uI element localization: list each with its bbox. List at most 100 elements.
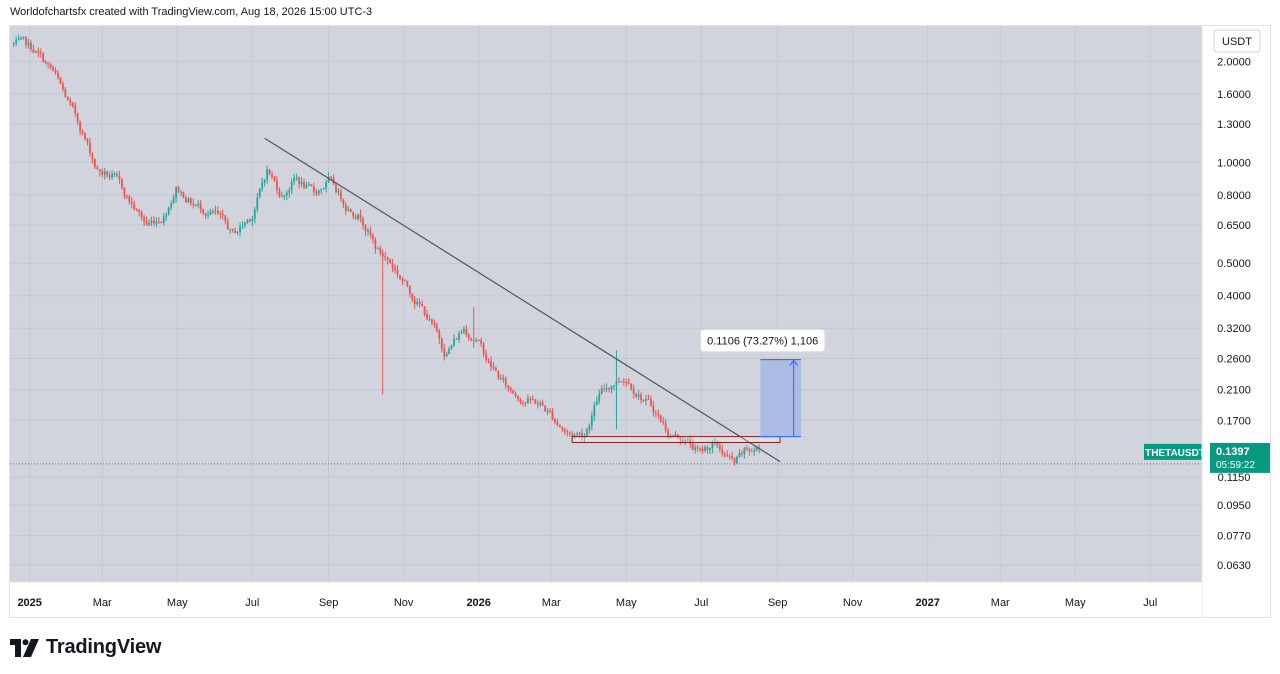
candle-body <box>96 166 99 170</box>
candle-body <box>753 450 756 452</box>
candle <box>207 210 209 219</box>
candle-body <box>522 402 524 404</box>
candle <box>736 455 738 465</box>
candle <box>512 389 515 394</box>
candle <box>391 259 394 273</box>
candle <box>558 424 561 428</box>
candle <box>160 221 163 224</box>
candle <box>418 298 421 308</box>
candle-body <box>362 218 364 226</box>
candle-body <box>750 451 753 453</box>
candle-body <box>280 196 283 198</box>
chart-area[interactable]: 0.1106 (73.27%) 1,106 THETAUSDT 2.0000 1.6… <box>9 25 1271 618</box>
time-tick-label: Jul <box>1143 597 1157 609</box>
candle-body <box>216 210 219 214</box>
candle-body <box>507 385 510 388</box>
candle-body <box>598 393 601 402</box>
candle <box>303 178 305 190</box>
candle <box>135 207 138 212</box>
candle <box>568 431 571 437</box>
candle <box>138 209 141 217</box>
candle <box>367 228 369 236</box>
candle <box>118 171 121 184</box>
candle <box>96 164 99 170</box>
tradingview-logo[interactable]: TradingView <box>10 636 161 659</box>
candle <box>453 334 455 347</box>
candle <box>531 395 534 401</box>
candle-body <box>490 360 492 367</box>
price-tick-label: 0.0950 <box>1217 500 1251 512</box>
candle-body <box>71 102 74 106</box>
candle <box>625 379 628 387</box>
candle-body <box>649 399 652 406</box>
candle <box>416 298 419 306</box>
candle-body <box>667 430 670 437</box>
tradingview-logo-icon <box>10 638 39 657</box>
candle <box>556 418 559 427</box>
candle <box>721 444 724 457</box>
candle-body <box>465 328 468 335</box>
candle <box>738 449 741 458</box>
candle-body <box>561 427 564 430</box>
candle-body <box>325 182 328 189</box>
candle-body <box>84 133 86 140</box>
candle-body <box>694 447 697 450</box>
candle-body <box>354 216 357 220</box>
candle <box>522 400 524 407</box>
candle <box>477 339 480 342</box>
candle <box>731 451 733 461</box>
plot-background <box>10 26 1202 582</box>
candle-body <box>625 382 628 384</box>
candle-body <box>613 385 615 387</box>
candle-body <box>229 228 232 230</box>
candle <box>185 195 187 203</box>
candle <box>20 36 22 41</box>
candle <box>399 275 401 280</box>
support-zone <box>571 436 781 443</box>
candle <box>509 386 512 394</box>
candle-body <box>30 42 32 50</box>
candle <box>268 168 271 176</box>
candle-body <box>86 139 89 143</box>
candle-body <box>603 388 606 390</box>
candle <box>374 237 377 254</box>
candle <box>467 332 470 341</box>
candle-body <box>140 211 143 218</box>
candle <box>258 188 261 199</box>
candle-body <box>133 203 136 210</box>
candle-body <box>495 368 497 371</box>
candle <box>130 197 133 209</box>
candle <box>32 44 35 54</box>
candle <box>408 285 411 298</box>
target-label-text: 0.1106 (73.27%) 1,106 <box>707 336 818 348</box>
candle-body <box>310 184 313 187</box>
candle-body <box>364 225 367 232</box>
candle <box>298 176 300 189</box>
candle-body <box>371 234 374 240</box>
candle <box>421 300 423 307</box>
candle <box>448 346 451 355</box>
candle <box>212 208 214 215</box>
candle-body <box>618 381 620 383</box>
candle <box>649 395 652 407</box>
candle-body <box>342 199 345 205</box>
candle <box>394 264 396 274</box>
candlestick-chart[interactable]: 0.1106 (73.27%) 1,106 THETAUSDT 2.0000 1.6… <box>10 26 1270 617</box>
candle-body <box>330 176 332 178</box>
candle <box>413 295 416 310</box>
candle-body <box>175 187 177 198</box>
candle <box>320 188 323 194</box>
candle <box>748 447 751 456</box>
currency-button[interactable]: USDT <box>1213 29 1261 53</box>
candle-body <box>20 37 22 40</box>
candle <box>34 50 37 53</box>
candle-body <box>135 209 138 211</box>
candle-body <box>32 49 35 53</box>
candle-body <box>487 359 490 361</box>
candle <box>465 325 468 337</box>
candle-body <box>386 257 389 260</box>
target-label: 0.1106 (73.27%) 1,106 <box>700 329 826 353</box>
candle-body <box>335 184 337 193</box>
candle <box>123 187 126 200</box>
candle-body <box>207 214 209 216</box>
